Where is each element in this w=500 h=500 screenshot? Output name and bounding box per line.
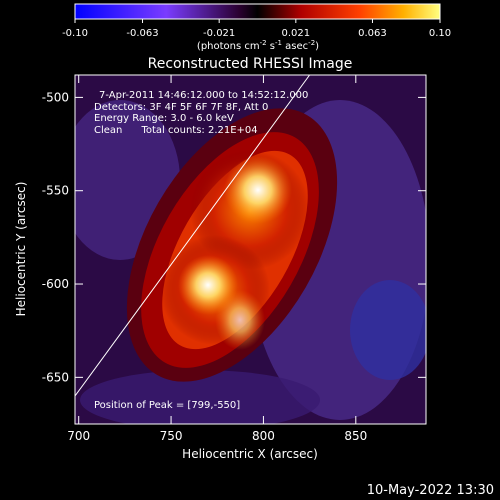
y-tick-label: -550 bbox=[42, 184, 69, 198]
x-tick-label: 750 bbox=[160, 429, 183, 443]
x-tick-label: 800 bbox=[252, 429, 275, 443]
peak-position-label: Position of Peak = [799,-550] bbox=[94, 400, 240, 411]
y-axis-ticks: -500 -550 -600 -650 bbox=[42, 90, 426, 384]
x-tick-label: 700 bbox=[67, 429, 90, 443]
colorbar bbox=[74, 3, 441, 20]
annotation-clean-counts: Clean Total counts: 2.21E+04 bbox=[94, 125, 258, 136]
annotation-energy-range: Energy Range: 3.0 - 6.0 keV bbox=[94, 113, 234, 124]
y-axis-label: Heliocentric Y (arcsec) bbox=[14, 182, 28, 317]
colorbar-tick-label: -0.10 bbox=[62, 28, 88, 39]
plot-frame bbox=[74, 74, 427, 425]
annotation-block: 7-Apr-2011 14:46:12.000 to 14:52:12.000 … bbox=[94, 90, 308, 136]
x-axis-label: Heliocentric X (arcsec) bbox=[182, 447, 318, 461]
colorbar-ticks bbox=[74, 19, 441, 23]
colorbar-tick-labels: -0.10 -0.063 -0.021 0.021 0.063 0.10 bbox=[62, 28, 451, 39]
chart-title: Reconstructed RHESSI Image bbox=[148, 56, 353, 72]
y-tick-label: -600 bbox=[42, 277, 69, 291]
colorbar-tick-label: -0.063 bbox=[126, 28, 158, 39]
annotation-time-range: 7-Apr-2011 14:46:12.000 to 14:52:12.000 bbox=[99, 90, 308, 101]
solar-limb-line bbox=[75, 75, 311, 397]
y-tick-label: -650 bbox=[42, 370, 69, 384]
y-tick-label: -500 bbox=[42, 90, 69, 104]
colorbar-tick-label: -0.021 bbox=[203, 28, 235, 39]
colorbar-tick-label: 0.10 bbox=[429, 28, 451, 39]
x-axis-ticks: 700 750 800 850 bbox=[67, 75, 367, 443]
annotation-detectors: Detectors: 3F 4F 5F 6F 7F 8F, Att 0 bbox=[94, 102, 268, 113]
colorbar-tick-label: 0.021 bbox=[282, 28, 311, 39]
colorbar-units: (photons cm-2 s-1 asec-2) bbox=[197, 39, 319, 52]
colorbar-tick-label: 0.063 bbox=[358, 28, 387, 39]
heatmap-image bbox=[75, 75, 426, 424]
footer-timestamp: 10-May-2022 13:30 bbox=[367, 483, 494, 498]
x-tick-label: 850 bbox=[344, 429, 367, 443]
